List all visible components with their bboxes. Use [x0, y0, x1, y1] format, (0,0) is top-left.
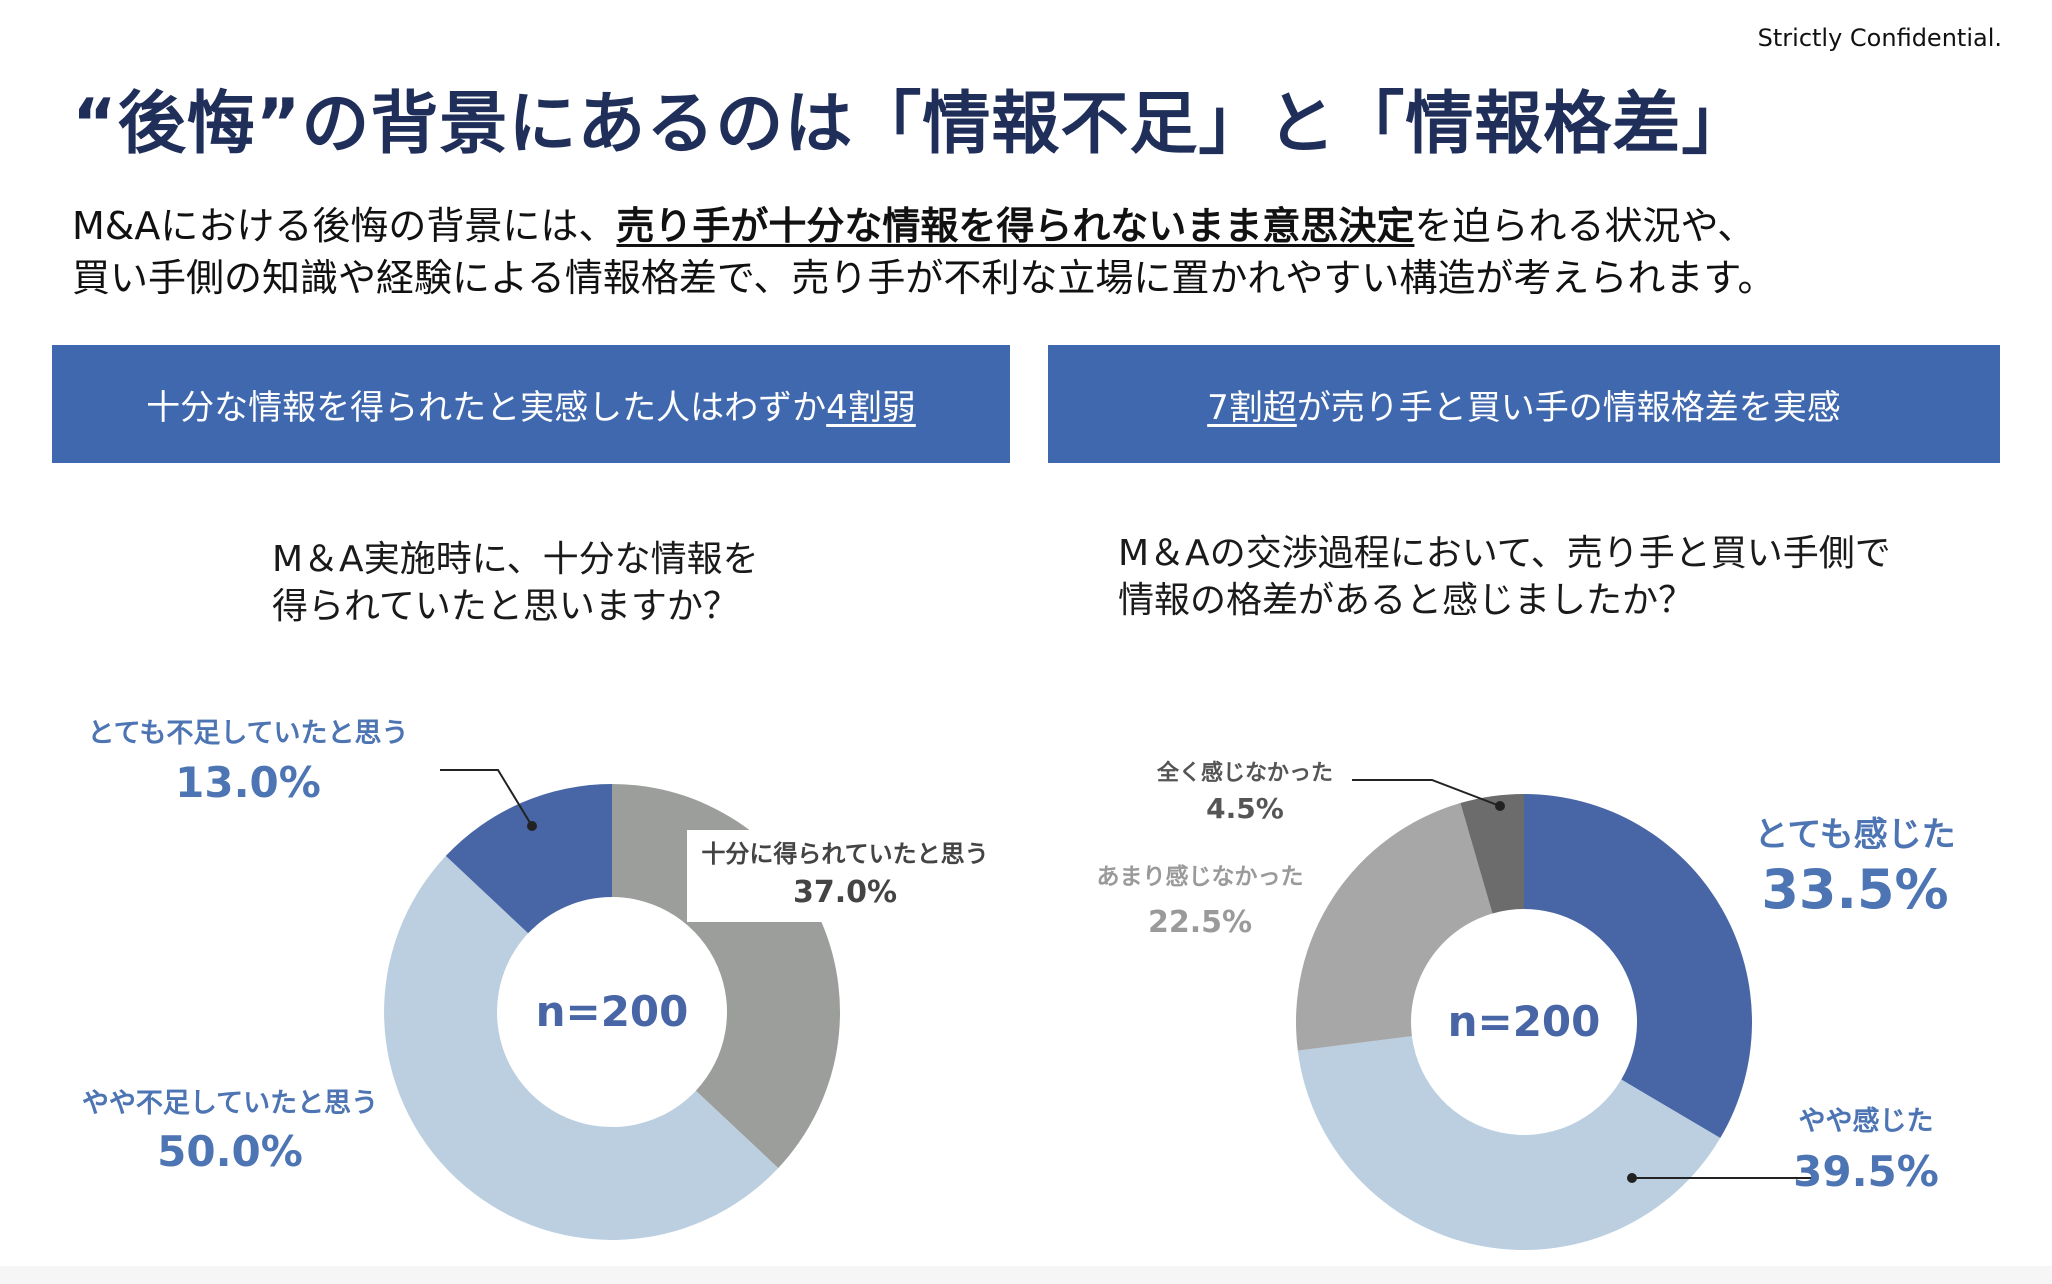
right-banner-text: が売り手と買い手の情報格差を実感: [1296, 387, 1841, 428]
right-summary-banner: 7割超 が売り手と買い手の情報格差を実感: [1048, 345, 2000, 463]
lead-text-part2: を迫られる状況や、: [1414, 204, 1756, 248]
chart2-leader-dot-4: [1495, 801, 1505, 811]
lead-text: M&Aにおける後悔の背景には、売り手が十分な情報を得られないまま意思決定を迫られ…: [72, 200, 2012, 304]
chart2-slice-label-2: やや感じた: [1799, 1105, 1934, 1137]
chart2-slice-value-4: 4.5%: [1206, 792, 1284, 825]
right-banner-emphasis: 7割超: [1207, 387, 1297, 428]
left-summary-banner: 十分な情報を得られたと実感した人はわずか 4割弱: [52, 345, 1010, 463]
chart2-slice-value-3: 22.5%: [1148, 905, 1252, 940]
chart1-slice-label-3: とても不足していたと思う: [87, 718, 408, 749]
chart1-leader-dot-3: [527, 821, 537, 831]
chart2-slice-label-1: とても感じた: [1754, 815, 1955, 855]
lead-text-part1: M&Aにおける後悔の背景には、: [72, 204, 617, 248]
chart2-slice-1: [1524, 794, 1752, 1139]
chart2-leader-dot-2: [1627, 1173, 1637, 1183]
chart2-slice-value-1: 33.5%: [1761, 858, 1948, 921]
chart2-slice-value-2: 39.5%: [1793, 1147, 1939, 1196]
chart2-slice-3: [1296, 803, 1493, 1051]
chart1-slice-label-2: やや不足していたと思う: [82, 1088, 378, 1119]
chart2-slice-4: [1460, 794, 1524, 914]
chart1-center-label: n=200: [536, 987, 689, 1036]
right-chart-question: M＆Aの交渉過程において、売り手と買い手側で 情報の格差があると感じましたか？: [1118, 533, 1891, 621]
footer-band: [0, 1266, 2052, 1284]
chart2-slice-2: [1297, 1036, 1721, 1251]
chart1-slice-value-2: 50.0%: [157, 1127, 303, 1176]
chart1-slice-value-1: 37.0%: [793, 875, 897, 910]
confidential-label: Strictly Confidential.: [1757, 24, 2002, 52]
left-chart-question: M＆A実施時に、十分な情報を 得られていたと思いますか？: [272, 539, 759, 627]
page-title: “後悔”の背景にあるのは「情報不足」と「情報格差」: [72, 85, 1751, 164]
chart1-slice-2: [384, 855, 779, 1240]
left-banner-emphasis: 4割弱: [826, 387, 916, 428]
lead-emphasis: 売り手が十分な情報を得られないまま意思決定: [616, 204, 1415, 248]
left-banner-text: 十分な情報を得られたと実感した人はわずか: [146, 387, 827, 428]
chart2-slice-label-4: 全く感じなかった: [1156, 760, 1333, 786]
chart1-label-box-1: [687, 830, 1003, 922]
chart1-leader-3: [440, 769, 533, 827]
chart2-slice-label-3: あまり感じなかった: [1097, 863, 1304, 890]
chart2-leader-4: [1352, 779, 1501, 807]
chart1-slice-value-3: 13.0%: [175, 758, 321, 807]
chart1-slice-label-1: 十分に得られていたと思う: [701, 840, 988, 868]
chart2-center-label: n=200: [1448, 997, 1601, 1046]
chart1-slice-3: [445, 784, 612, 934]
lead-text-line2: 買い手側の知識や経験による情報格差で、売り手が不利な立場に置かれやすい構造が考え…: [72, 256, 1776, 300]
